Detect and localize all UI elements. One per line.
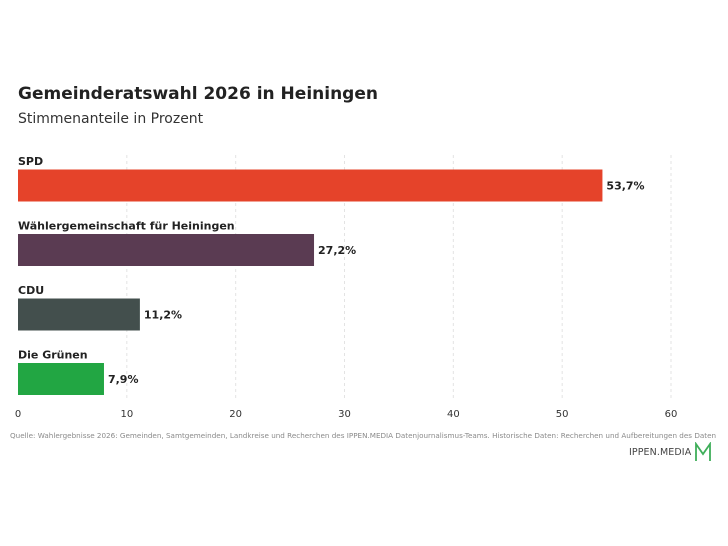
value-label: 11,2% xyxy=(144,309,182,322)
chart-subtitle: Stimmenanteile in Prozent xyxy=(18,111,204,127)
ippen-m-logo-icon xyxy=(695,442,712,461)
x-tick-label: 20 xyxy=(229,409,242,420)
bar xyxy=(18,298,140,331)
x-tick-label: 10 xyxy=(120,409,133,420)
x-tick-label: 50 xyxy=(556,409,569,420)
source-note: Quelle: Wahlergebnisse 2026: Gemeinden, … xyxy=(10,431,717,440)
bar xyxy=(18,234,315,266)
brand-name: IPPEN.MEDIA xyxy=(629,446,692,458)
chart-bars: SPD 53,7% Wählergemeinschaft für Heiningen… xyxy=(18,155,645,395)
value-label: 27,2% xyxy=(318,244,356,257)
x-tick-label: 60 xyxy=(665,409,678,420)
category-label: Die Grünen xyxy=(18,349,88,362)
chart-grid xyxy=(126,155,672,398)
value-label: 53,7% xyxy=(606,180,644,193)
bar xyxy=(18,169,603,202)
x-tick-label: 0 xyxy=(15,409,21,420)
x-tick-label: 40 xyxy=(447,409,460,420)
bar xyxy=(18,363,104,395)
value-label: 7,9% xyxy=(108,373,139,386)
brand-logo: IPPEN.MEDIA xyxy=(629,441,712,463)
category-label: SPD xyxy=(18,155,43,168)
category-label: CDU xyxy=(18,284,44,297)
category-label: Wählergemeinschaft für Heiningen xyxy=(18,220,235,233)
x-axis-ticks: 0 10 20 30 40 50 60 xyxy=(15,409,678,420)
x-tick-label: 30 xyxy=(338,409,351,420)
chart-title: Gemeinderatswahl 2026 in Heiningen xyxy=(18,84,378,104)
